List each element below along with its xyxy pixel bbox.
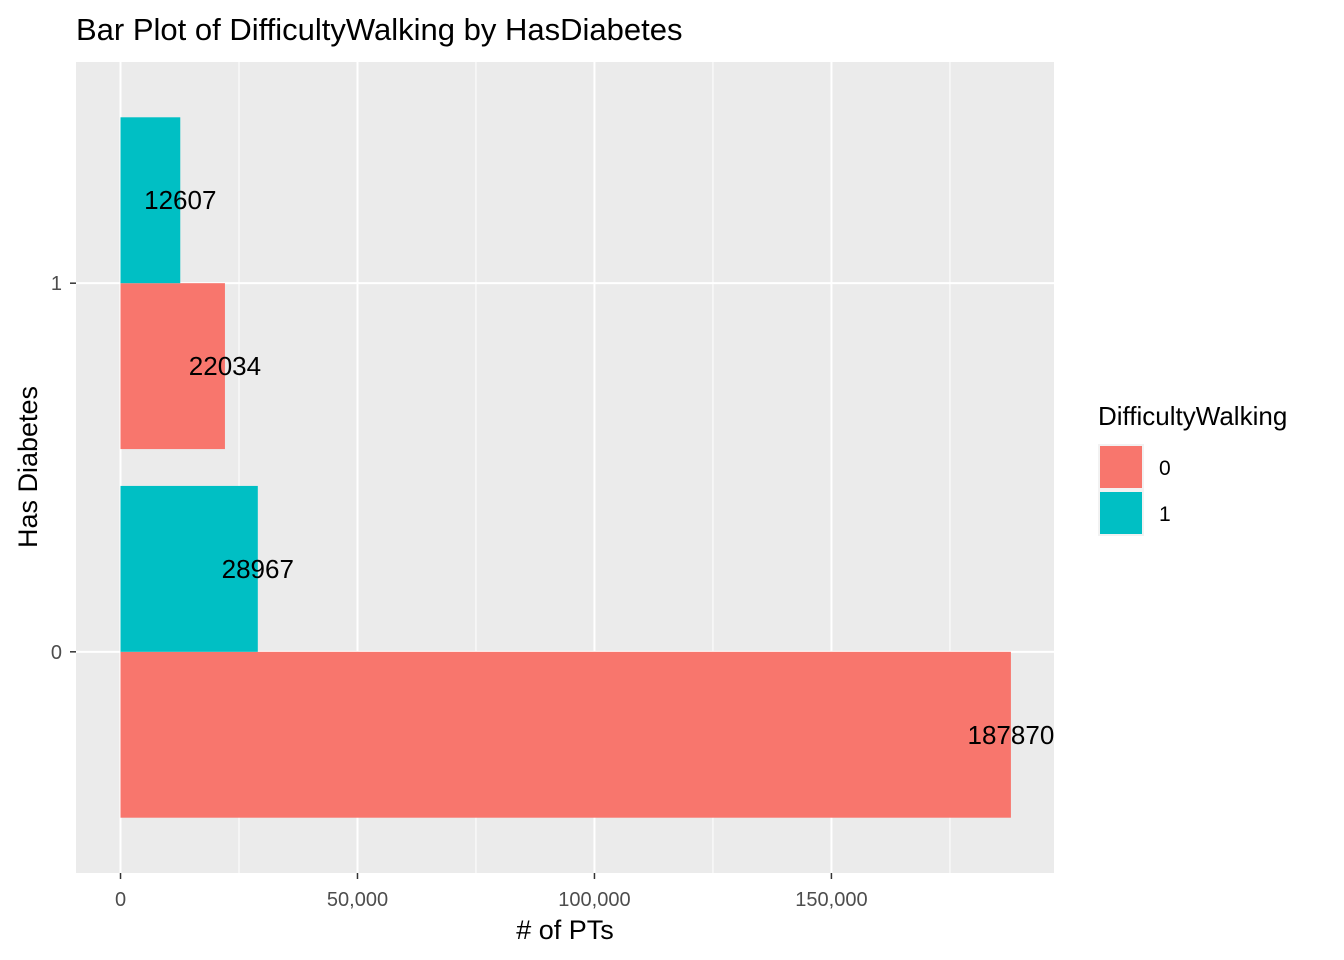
x-tick-label: 50,000: [327, 889, 388, 911]
data-label: 28967: [222, 554, 294, 584]
data-label: 22034: [189, 351, 261, 381]
legend-key: [1100, 446, 1142, 488]
legend-label: 1: [1159, 503, 1171, 526]
y-tick-label: 1: [51, 273, 62, 295]
y-axis-title: Has Diabetes: [13, 386, 43, 548]
x-axis: 0 50,000 100,000 150,000: [115, 873, 868, 911]
x-axis-title: # of PTs: [516, 915, 614, 945]
bars: [120, 117, 1011, 818]
legend: DifficultyWalking 0 1: [1098, 401, 1287, 536]
x-tick-label: 0: [115, 889, 126, 911]
data-label: 187870: [968, 720, 1055, 750]
x-tick-label: 150,000: [795, 889, 867, 911]
legend-key: [1100, 492, 1142, 534]
y-axis: 01: [51, 273, 76, 664]
bar: [120, 283, 225, 450]
data-label: 12607: [144, 185, 216, 215]
legend-label: 0: [1159, 457, 1171, 480]
bar: [120, 117, 181, 284]
x-tick-label: 100,000: [558, 889, 630, 911]
bar: [120, 485, 258, 652]
y-tick-label: 0: [51, 642, 62, 664]
legend-title: DifficultyWalking: [1098, 401, 1287, 431]
bar: [120, 651, 1011, 818]
data-labels: 187870 22034 28967 12607: [144, 185, 1054, 750]
chart-title: Bar Plot of DifficultyWalking by HasDiab…: [76, 12, 682, 47]
